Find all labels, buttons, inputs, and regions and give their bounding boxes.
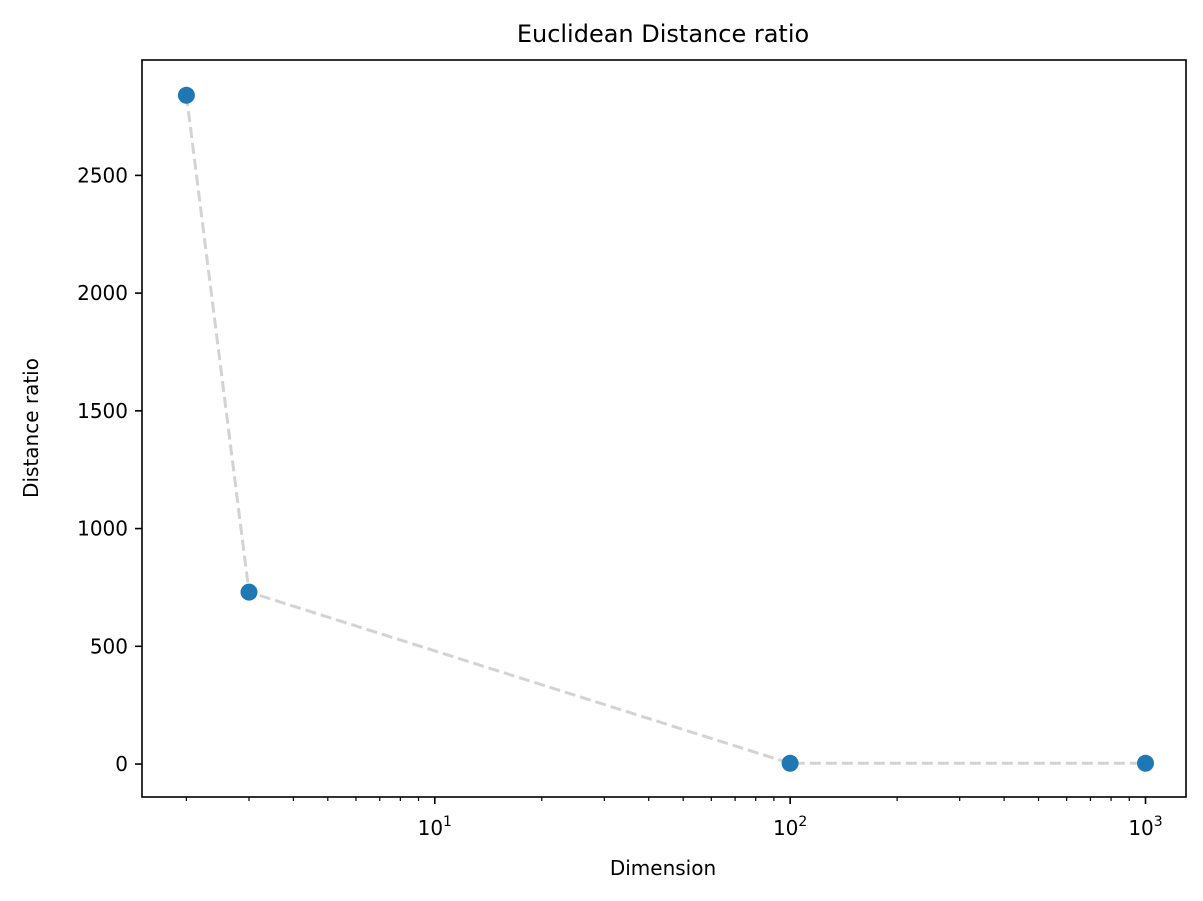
plot-frame (141, 59, 1187, 798)
x-tick-label: 103 (1128, 814, 1162, 840)
y-tick-label: 2000 (77, 281, 128, 305)
x-axis-label: Dimension (610, 856, 716, 880)
y-tick-label: 2500 (77, 163, 128, 187)
y-tick-label: 1000 (77, 517, 128, 541)
series-line (184, 95, 1146, 765)
y-axis-label: Distance ratio (19, 358, 43, 498)
axis-ticks: 0 500 1000 1500 2000 2500 101 102 103 (77, 163, 1163, 840)
plot-area (177, 86, 1154, 772)
chart-title: Euclidean Distance ratio (517, 20, 809, 48)
data-point (1137, 754, 1154, 772)
data-point (177, 86, 195, 104)
data-point (240, 583, 258, 601)
y-tick-label: 500 (90, 634, 128, 658)
x-tick-label: 102 (773, 814, 807, 840)
y-tick-label: 1500 (77, 399, 128, 423)
y-tick-label: 0 (115, 752, 128, 776)
x-tick-label: 101 (418, 814, 452, 840)
data-point (781, 754, 799, 772)
